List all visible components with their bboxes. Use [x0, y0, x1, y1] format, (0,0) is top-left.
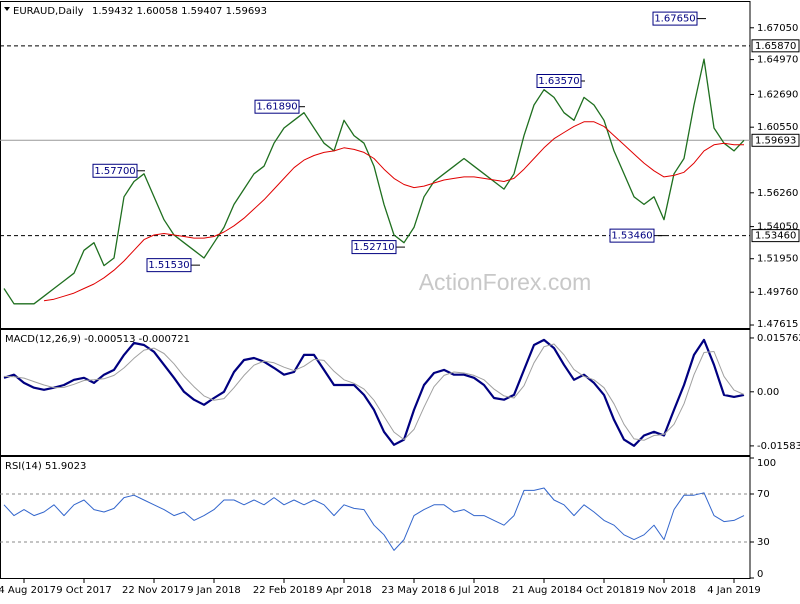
watermark: ActionForex.com — [419, 269, 592, 295]
panel-title: EURAUD,Daily — [13, 6, 84, 17]
annotation-label: 1.67650 — [654, 14, 695, 25]
annotation-box — [254, 99, 300, 114]
price-label: 1.53460 — [755, 231, 796, 242]
annotation-box — [351, 240, 397, 255]
annotation-label: 1.53460 — [611, 231, 652, 242]
y-tick-label: 0.00 — [757, 387, 779, 398]
price-label: 1.59693 — [755, 135, 796, 146]
x-tick-label: 4 Oct 2018 — [576, 585, 631, 596]
y-tick-label: 1.67050 — [757, 23, 798, 34]
annotation-label: 1.63570 — [538, 76, 579, 87]
annotation-box — [652, 11, 698, 26]
x-tick-label: 6 Jul 2018 — [449, 585, 499, 596]
price-label-box — [751, 229, 800, 243]
panel-frame — [0, 329, 751, 456]
annotation-box — [92, 163, 138, 178]
x-tick-label: 24 Aug 2017 — [0, 585, 56, 596]
y-tick-label: 1.47615 — [757, 319, 798, 330]
price-label-box — [751, 39, 800, 53]
x-tick-label: 9 Apr 2018 — [316, 585, 371, 596]
y-tick-label: 1.64970 — [757, 55, 798, 66]
title-icon — [4, 7, 10, 11]
y-tick-label: -0.015834 — [757, 441, 800, 452]
x-tick-label: 4 Jan 2019 — [707, 585, 761, 596]
panel-frame — [0, 1, 751, 329]
x-tick-label: 23 May 2018 — [381, 585, 446, 596]
annotation-box — [609, 228, 655, 243]
annotation-label: 1.51530 — [148, 260, 189, 271]
price-label: 1.65870 — [755, 41, 796, 52]
annotation-label: 1.52710 — [353, 242, 394, 253]
series-line — [3, 487, 745, 551]
y-tick-label: 1.54050 — [757, 222, 798, 233]
x-tick-label: 22 Nov 2017 — [122, 585, 186, 596]
y-tick-label: 1.60550 — [757, 122, 798, 133]
series-line — [3, 338, 745, 447]
y-tick-label: 1.51950 — [757, 254, 798, 265]
panel-title: MACD(12,26,9) -0.000513 -0.000721 — [5, 334, 190, 345]
ohlc-values: 1.59432 1.60058 1.59407 1.59693 — [92, 6, 267, 17]
annotation-box — [146, 258, 192, 273]
y-tick-label: 100 — [757, 458, 776, 469]
annotation-label: 1.61890 — [256, 102, 297, 113]
y-tick-label: 0.015762 — [757, 333, 800, 344]
series-line — [3, 58, 745, 305]
x-tick-label: 21 Aug 2018 — [512, 585, 576, 596]
y-tick-label: 70 — [757, 489, 770, 500]
annotation-box — [536, 74, 582, 88]
y-tick-label: 1.56260 — [757, 188, 798, 199]
x-tick-label: 9 Oct 2017 — [56, 585, 111, 596]
x-tick-label: 22 Feb 2018 — [253, 585, 315, 596]
price-label-box — [751, 133, 800, 147]
panel-frame — [0, 456, 751, 579]
y-tick-label: 30 — [757, 537, 770, 548]
panel-title: RSI(14) 51.9023 — [5, 461, 86, 472]
series-line — [3, 343, 745, 441]
y-tick-label: 1.62690 — [757, 89, 798, 100]
x-tick-label: 9 Jan 2018 — [187, 585, 241, 596]
x-tick-label: 19 Nov 2018 — [632, 585, 696, 596]
y-tick-label: 1.49760 — [757, 287, 798, 298]
y-tick-label: 0 — [757, 569, 763, 580]
series-line — [43, 121, 744, 302]
annotation-label: 1.57700 — [94, 166, 135, 177]
